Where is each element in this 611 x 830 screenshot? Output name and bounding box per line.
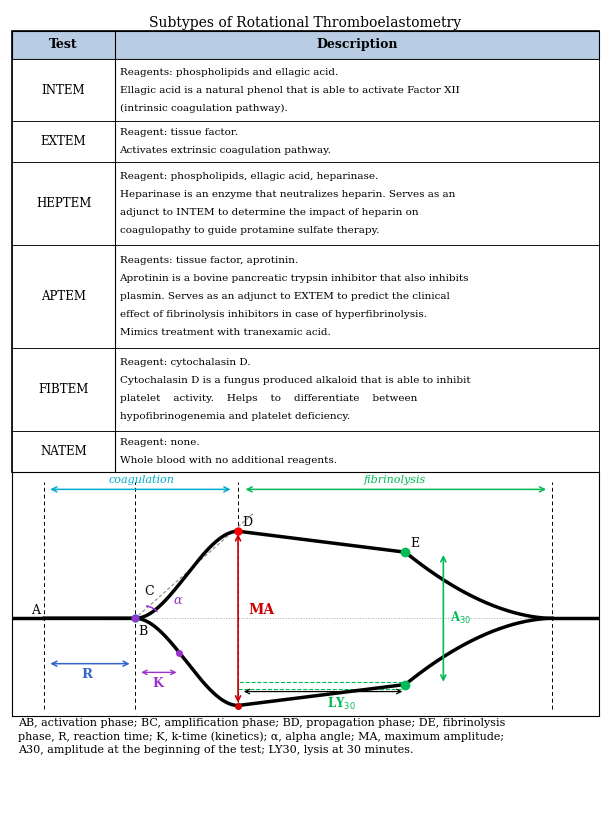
Text: FIBTEM: FIBTEM [38,383,89,396]
Text: effect of fibrinolysis inhibitors in case of hyperfibrinolysis.: effect of fibrinolysis inhibitors in cas… [120,310,426,320]
Text: A$_{30}$: A$_{30}$ [450,610,472,627]
Text: Mimics treatment with tranexamic acid.: Mimics treatment with tranexamic acid. [120,329,331,337]
Text: EXTEM: EXTEM [41,135,86,149]
Text: coagulopathy to guide protamine sulfate therapy.: coagulopathy to guide protamine sulfate … [120,227,379,236]
Text: Whole blood with no additional reagents.: Whole blood with no additional reagents. [120,456,337,465]
Text: Reagent: tissue factor.: Reagent: tissue factor. [120,129,238,137]
Text: A: A [31,603,40,617]
Text: Description: Description [316,38,398,51]
Text: plasmin. Serves as an adjunct to EXTEM to predict the clinical: plasmin. Serves as an adjunct to EXTEM t… [120,292,450,301]
Text: Reagents: phospholipids and ellagic acid.: Reagents: phospholipids and ellagic acid… [120,67,338,76]
Text: coagulation: coagulation [108,476,174,486]
Text: (intrinsic coagulation pathway).: (intrinsic coagulation pathway). [120,104,287,113]
Text: hypofibrinogenemia and platelet deficiency.: hypofibrinogenemia and platelet deficien… [120,413,349,421]
Text: α: α [174,593,182,607]
Text: AB, activation phase; BC, amplification phase; BD, propagation phase; DE, fibrin: AB, activation phase; BC, amplification … [18,718,505,755]
Text: NATEM: NATEM [40,445,87,458]
Text: K: K [152,676,163,690]
Text: APTEM: APTEM [41,290,86,303]
Text: adjunct to INTEM to determine the impact of heparin on: adjunct to INTEM to determine the impact… [120,208,418,217]
Text: Reagent: none.: Reagent: none. [120,437,199,447]
Bar [12,163,599,245]
Text: B: B [138,625,148,637]
Text: MA: MA [249,603,275,617]
Text: Activates extrinsic coagulation pathway.: Activates extrinsic coagulation pathway. [120,146,331,155]
Text: Cytochalasin D is a fungus produced alkaloid that is able to inhibit: Cytochalasin D is a fungus produced alka… [120,376,470,385]
Bar [12,431,599,472]
Text: Aprotinin is a bovine pancreatic trypsin inhibitor that also inhibits: Aprotinin is a bovine pancreatic trypsin… [120,274,469,283]
Text: Test: Test [49,38,78,51]
Text: HEPTEM: HEPTEM [36,198,91,210]
Text: LY$_{30}$: LY$_{30}$ [327,696,356,712]
Text: R: R [81,668,92,681]
Bar [12,59,599,121]
Text: platelet    activity.    Helps    to    differentiate    between: platelet activity. Helps to differentiat… [120,394,417,403]
Text: D: D [243,516,253,530]
Text: INTEM: INTEM [42,84,86,97]
Text: Reagent: cytochalasin D.: Reagent: cytochalasin D. [120,358,250,367]
Text: Reagents: tissue factor, aprotinin.: Reagents: tissue factor, aprotinin. [120,256,298,265]
Text: Subtypes of Rotational Thromboelastometry: Subtypes of Rotational Thromboelastometr… [150,16,461,30]
Text: fibrinolysis: fibrinolysis [364,476,426,486]
Text: Ellagic acid is a natural phenol that is able to activate Factor XII: Ellagic acid is a natural phenol that is… [120,85,459,95]
Bar [12,245,599,348]
Bar [12,348,599,431]
Bar [12,31,599,59]
Bar [12,121,599,163]
Text: C: C [144,585,153,598]
Bar [238,682,405,689]
Text: Reagent: phospholipids, ellagic acid, heparinase.: Reagent: phospholipids, ellagic acid, he… [120,172,378,181]
Text: Heparinase is an enzyme that neutralizes heparin. Serves as an: Heparinase is an enzyme that neutralizes… [120,190,455,199]
Text: E: E [410,537,419,550]
